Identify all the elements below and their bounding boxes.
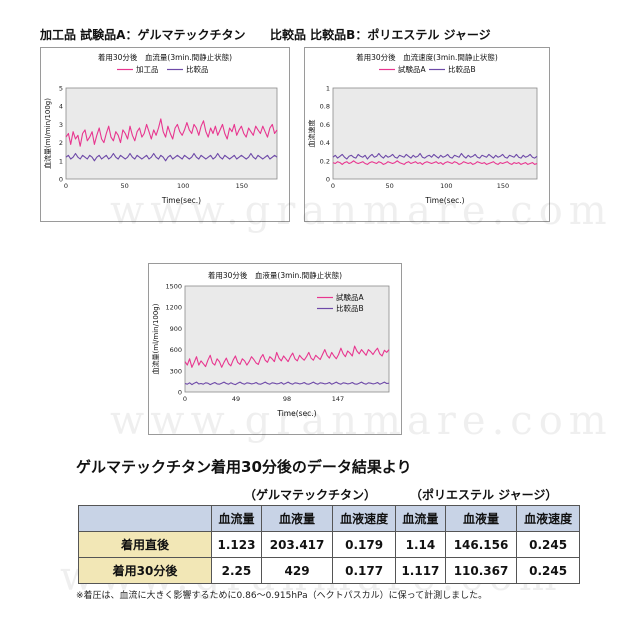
chart-title: 着用30分後 血流速度(3min.間静止状態)	[356, 52, 498, 62]
col-header: 血液量	[260, 505, 334, 532]
y-tick-label: 0	[59, 176, 63, 184]
blood-velocity-chart: 着用30分後 血流速度(3min.間静止状態) 0 0.2 0.4 0.6 0.8 1 0 50…	[304, 47, 550, 222]
y-tick-label: 0.2	[320, 157, 330, 165]
x-tick-label: 150	[497, 182, 509, 190]
plot-area	[332, 87, 538, 180]
y-tick-label: 900	[170, 325, 182, 333]
row-label: 着用30分後	[78, 557, 212, 584]
table-cell: 2.25	[211, 557, 262, 584]
table-row: 着用直後 1.123 203.417 0.179 1.14 146.156 0.…	[78, 531, 580, 558]
x-tick-label: 100	[177, 182, 189, 190]
table-cell: 110.367	[444, 557, 518, 584]
y-tick-label: 0.4	[320, 139, 330, 147]
y-axis-label: 血流量(ml/min/100g)	[43, 98, 52, 169]
measurement-note: ※着圧は、血流に大きく影響するために0.86〜0.915hPa（ヘクトパスカル）…	[76, 591, 488, 601]
results-section-title: ゲルマテックチタン着用30分後のデータ結果より	[76, 458, 412, 476]
series-line-1	[332, 160, 538, 165]
x-tick-label: 50	[386, 182, 394, 190]
series-line-1	[65, 118, 278, 147]
y-tick-label: 2	[59, 139, 63, 147]
x-tick-label: 49	[232, 395, 240, 403]
series-line-2	[332, 152, 538, 160]
y-tick-label: 1200	[165, 304, 182, 312]
x-tick-label: 147	[332, 395, 344, 403]
col-header: 血流量	[211, 505, 262, 532]
table-cell: 146.156	[444, 531, 518, 558]
table-cell: 0.179	[332, 531, 396, 558]
col-header: 血流量	[394, 505, 446, 532]
header-product-a: 加工品 試験品A：ゲルマテックチタン	[40, 28, 246, 42]
y-axis-label: 血流速度	[307, 120, 316, 148]
row-label: 着用直後	[78, 531, 212, 558]
y-tick-label: 3	[59, 121, 63, 129]
table-cell: 429	[260, 557, 334, 584]
col-header: 血液速度	[516, 505, 580, 532]
series-line-2	[184, 381, 390, 386]
y-tick-label: 1500	[165, 283, 182, 291]
chart-title: 着用30分後 血液量(3min.間静止状態)	[208, 270, 342, 280]
group-label-b: （ポリエステル ジャージ）	[410, 488, 558, 502]
y-tick-label: 1	[59, 157, 63, 165]
table-cell: 1.123	[211, 531, 262, 558]
table-cell: 203.417	[260, 531, 334, 558]
plot-area	[184, 285, 390, 393]
x-tick-label: 150	[236, 182, 248, 190]
legend-label-1: 加工品	[136, 64, 159, 74]
x-tick-label: 0	[331, 182, 335, 190]
x-tick-label: 98	[283, 395, 291, 403]
x-axis-label: Time(sec.)	[161, 196, 201, 205]
volume-svg: 着用30分後 血液量(3min.間静止状態) 0 300 600 900 1200 1500…	[151, 270, 390, 418]
x-tick-label: 50	[120, 182, 128, 190]
x-axis-label: Time(sec.)	[424, 196, 464, 205]
x-tick-label: 100	[440, 182, 452, 190]
table-cell: 0.245	[516, 557, 580, 584]
blood-flow-chart: 着用30分後 血流量(3min.間静止状態) 0 1 2 3 4 5 0 50 100 150 Tim…	[40, 47, 290, 222]
results-table: 血流量 血液量 血液速度 血流量 血液量 血液速度 着用直後 1.123 203…	[78, 505, 580, 584]
legend-label-2: 比較品B	[336, 303, 364, 313]
col-header: 血液量	[444, 505, 518, 532]
series-line-1	[184, 345, 390, 368]
y-tick-label: 0.6	[320, 121, 330, 129]
velocity-svg: 着用30分後 血流速度(3min.間静止状態) 0 0.2 0.4 0.6 0.8 1 0 50…	[307, 52, 538, 205]
legend-label-1: 試験品A	[398, 64, 426, 74]
series-line-2	[65, 152, 278, 162]
y-tick-label: 0	[326, 176, 330, 184]
chart-title: 着用30分後 血流量(3min.間静止状態)	[98, 52, 232, 62]
table-cell: 0.245	[516, 531, 580, 558]
x-tick-label: 0	[183, 395, 187, 403]
y-tick-label: 5	[59, 85, 63, 93]
y-tick-label: 0.8	[320, 103, 330, 111]
legend-label-2: 比較品B	[448, 64, 476, 74]
col-header: 血液速度	[332, 505, 396, 532]
legend-label-1: 試験品A	[336, 292, 364, 302]
legend-label-2: 比較品	[186, 64, 209, 74]
table-cell: 0.177	[332, 557, 396, 584]
header-product-b: 比較品 比較品B：ポリエステル ジャージ	[270, 28, 491, 42]
results-header-row: 血流量 血液量 血液速度 血流量 血液量 血液速度	[78, 505, 580, 532]
y-axis-label: 血流量(ml/min/100g)	[151, 303, 160, 374]
y-tick-label: 300	[170, 367, 182, 375]
x-tick-label: 0	[64, 182, 68, 190]
x-axis-label: Time(sec.)	[276, 409, 316, 418]
y-tick-label: 0	[178, 389, 182, 397]
table-row: 着用30分後 2.25 429 0.177 1.117 110.367 0.24…	[78, 557, 580, 584]
corner-cell	[78, 505, 212, 532]
table-cell: 1.117	[394, 557, 446, 584]
y-tick-label: 600	[170, 346, 182, 354]
table-cell: 1.14	[394, 531, 446, 558]
y-tick-label: 4	[59, 103, 63, 111]
plot-area	[65, 87, 278, 180]
group-label-a: （ゲルマテックチタン）	[244, 488, 377, 502]
blood-volume-chart: 着用30分後 血液量(3min.間静止状態) 0 300 600 900 1200 1500…	[148, 263, 402, 435]
y-tick-label: 1	[326, 85, 330, 93]
